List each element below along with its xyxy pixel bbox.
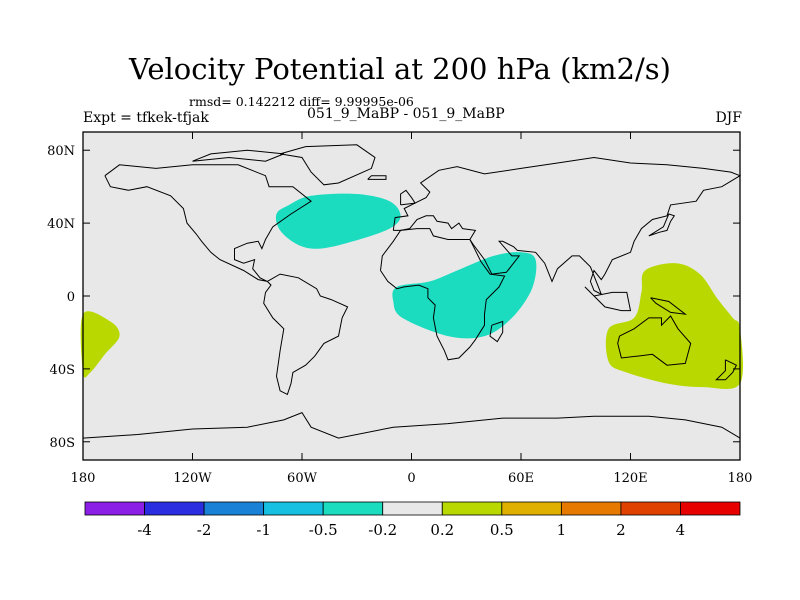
- colorbar-box: [560, 501, 622, 516]
- coastlines: [82, 144, 742, 439]
- colorbar-box: [263, 501, 324, 516]
- experiment-label: Expt = tfkek-tfjak: [83, 110, 209, 126]
- colorbar-label: -1: [256, 521, 271, 539]
- colorbar-box: [203, 501, 265, 516]
- colorbar-box: [501, 501, 562, 516]
- coastline-africa: [380, 228, 506, 361]
- y-tick-label: 80S: [50, 436, 75, 451]
- x-tick-label: 180: [728, 471, 753, 486]
- x-tick-label: 60E: [508, 471, 534, 486]
- colorbar-label: 0.2: [430, 521, 454, 539]
- coastline-australia: [617, 315, 692, 366]
- y-tick-label: 0: [67, 290, 75, 305]
- coastline-south-america: [263, 273, 349, 396]
- coastline-new-guinea: [650, 297, 688, 315]
- colorbar-label: 2: [616, 521, 626, 539]
- anomaly-region-3: [80, 311, 120, 378]
- x-axis: 180 120W 60W 0 60E 120E 180: [71, 132, 753, 486]
- season-label: DJF: [715, 110, 742, 126]
- plot-area: [80, 131, 743, 461]
- y-axis: 80N 40N 0 40S 80S: [47, 144, 740, 451]
- colorbar-label: 4: [676, 521, 686, 539]
- x-tick-label: 0: [407, 471, 415, 486]
- cases-label: 051_9_MaBP - 051_9_MaBP: [307, 106, 505, 122]
- coastline-new-zealand: [715, 359, 738, 381]
- y-tick-label: 80N: [47, 144, 75, 159]
- coastline-madagascar: [489, 320, 504, 343]
- coastline-antarctica: [82, 411, 741, 439]
- colorbar-box: [620, 501, 681, 516]
- colorbar: -4 -2 -1 -0.5 -0.2 0.2 0.5 1 2 4: [84, 501, 741, 539]
- y-tick-label: 40S: [50, 363, 75, 378]
- coastline-north-america: [104, 164, 312, 282]
- colorbar-box: [680, 501, 741, 516]
- colorbar-box: [322, 501, 384, 516]
- colorbar-box: [382, 501, 443, 516]
- coastline-greenland: [279, 144, 376, 186]
- coastline-japan: [648, 213, 676, 237]
- x-tick-label: 120W: [173, 471, 212, 486]
- anomaly-region-2: [392, 252, 537, 339]
- colorbar-label: -4: [137, 521, 152, 539]
- colorbar-label: -0.5: [309, 521, 338, 539]
- x-tick-label: 120E: [613, 471, 647, 486]
- chart-title: Velocity Potential at 200 hPa (km2/s): [129, 52, 671, 86]
- anomaly-region-1: [275, 193, 401, 249]
- anomaly-regions: [80, 193, 743, 389]
- colorbar-label: 1: [557, 521, 567, 539]
- x-tick-label: 60W: [287, 471, 318, 486]
- colorbar-label: 0.5: [490, 521, 514, 539]
- colorbar-box: [84, 501, 145, 516]
- colorbar-box: [144, 501, 205, 516]
- coastline-arctic-islands: [192, 149, 284, 162]
- coastline-iceland: [367, 175, 387, 180]
- x-tick-label: 180: [71, 471, 96, 486]
- colorbar-label: -0.2: [368, 521, 397, 539]
- colorbar-box: [441, 501, 503, 516]
- colorbar-label: -2: [197, 521, 212, 539]
- stats-text: rmsd= 0.142212 diff= 9.99995e-06: [189, 94, 414, 109]
- coastline-indonesia: [584, 286, 632, 312]
- coastline-british-isles: [400, 189, 416, 206]
- coastline-eurasia: [392, 156, 742, 296]
- anomaly-region-4: [605, 263, 743, 389]
- y-tick-label: 40N: [47, 217, 75, 232]
